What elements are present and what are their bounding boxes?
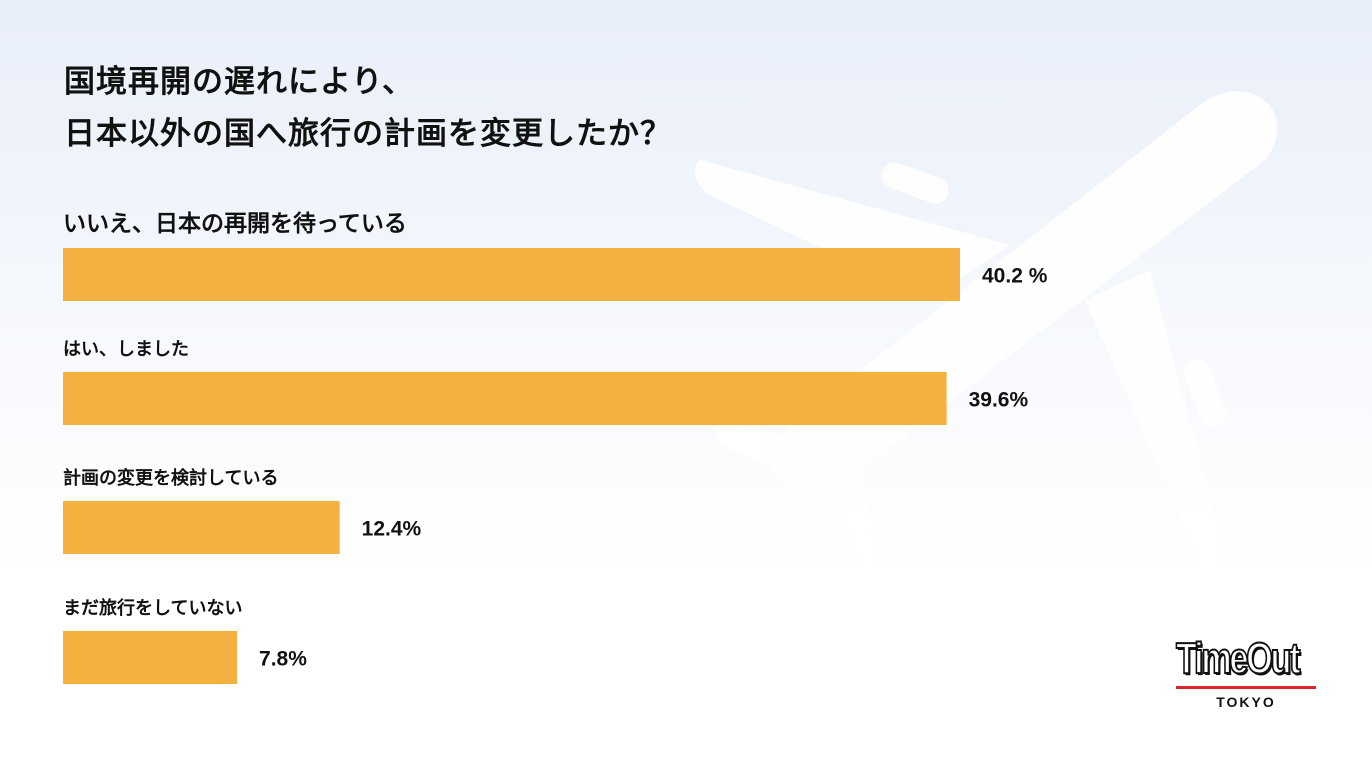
logo-underline [1176,686,1316,689]
bar-1 [63,372,947,425]
timeout-tokyo-logo: TimeOut TOKYO [1175,633,1318,710]
title-line-1: 国境再開の遅れにより、 [64,64,415,100]
logo-city: TOKYO [1216,694,1276,710]
bar-label-2: 計画の変更を検討している [63,467,278,489]
bar-0 [63,248,960,301]
bar-2 [63,501,340,554]
bar-label-3: まだ旅行をしていない [63,597,242,619]
bar-value-label-0: 40.2 % [982,265,1048,288]
bar-label-0: いいえ、日本の再開を待っている [63,210,407,237]
title-line-2: 日本以外の国へ旅行の計画を変更したか？ [64,116,672,152]
logo-wordmark: TimeOut [1175,633,1301,684]
bar-label-1: はい、しました [63,339,189,360]
bar-value-label-1: 39.6% [969,389,1029,412]
bar-value-label-2: 12.4% [362,518,422,541]
bar-3 [63,631,238,684]
chart-title: 国境再開の遅れにより、 日本以外の国へ旅行の計画を変更したか？ [64,56,672,160]
bar-value-label-3: 7.8% [259,648,307,671]
